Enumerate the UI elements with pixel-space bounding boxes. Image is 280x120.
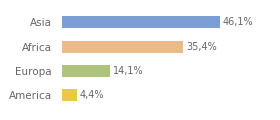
Bar: [62, 41, 183, 53]
Text: 14,1%: 14,1%: [113, 66, 143, 76]
Bar: [62, 89, 77, 101]
Bar: [62, 16, 220, 28]
Text: 35,4%: 35,4%: [186, 42, 217, 52]
Text: 4,4%: 4,4%: [80, 90, 104, 100]
Text: 46,1%: 46,1%: [223, 17, 253, 27]
Bar: [62, 65, 110, 77]
